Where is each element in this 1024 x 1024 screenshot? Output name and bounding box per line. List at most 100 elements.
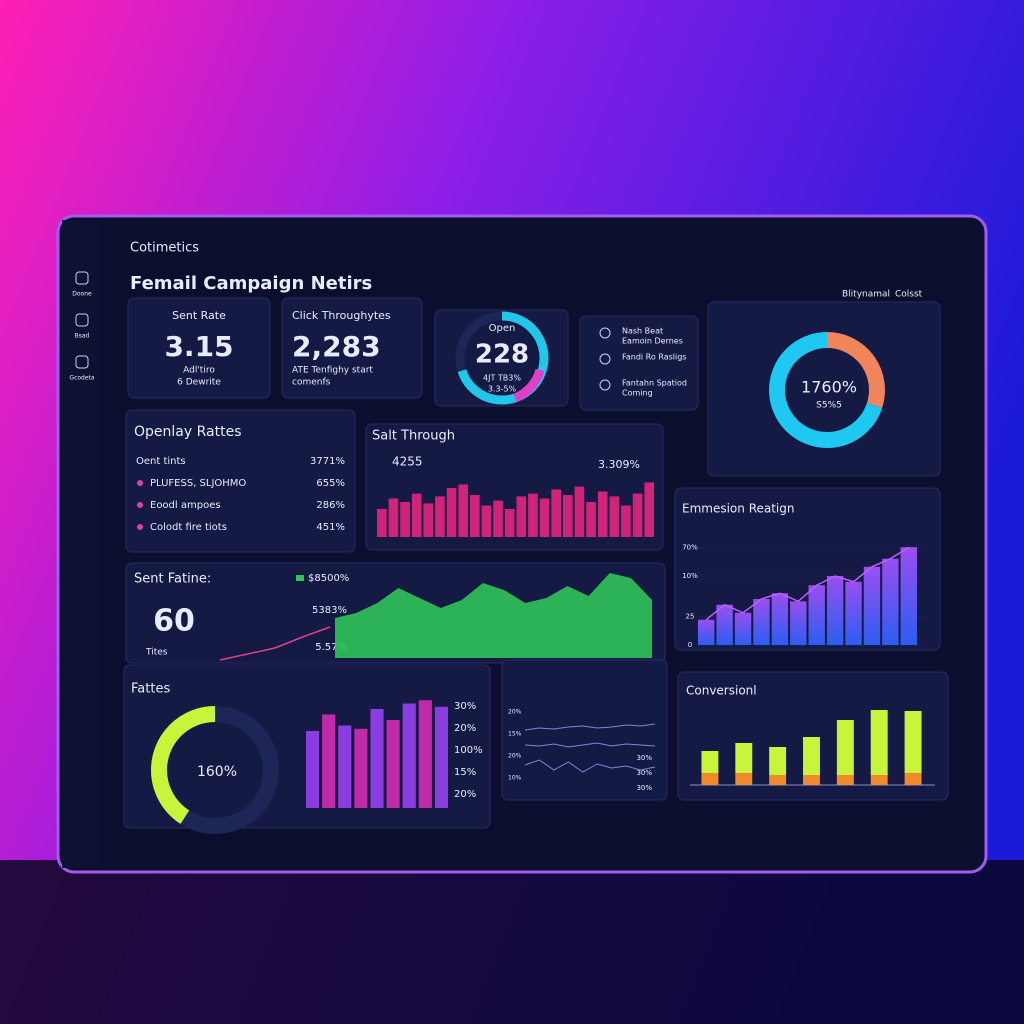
bar <box>632 493 643 537</box>
bar <box>418 700 432 808</box>
bar <box>574 486 585 537</box>
line <box>524 723 656 731</box>
check-icon <box>599 353 611 365</box>
sent-label: 5.57% <box>315 642 347 653</box>
section-title: Sent Fatine: <box>134 572 211 587</box>
row-label: Eoodl ampoes <box>150 500 221 511</box>
bar <box>400 502 410 537</box>
salt-left: 4255 <box>392 455 423 469</box>
card <box>707 301 941 477</box>
gauge-value: 228 <box>475 340 529 370</box>
axis-label: 30% <box>454 701 476 712</box>
axis-label: 30% <box>636 769 652 777</box>
bar-segment <box>701 773 719 785</box>
row-label: PLUFESS, SLJOHMO <box>150 478 246 489</box>
bar <box>790 601 807 645</box>
bar <box>900 547 917 645</box>
gauge-accent <box>513 368 545 403</box>
bar <box>370 709 384 808</box>
line <box>219 626 331 661</box>
bar <box>434 706 448 808</box>
check-text: Coming <box>622 389 653 398</box>
bar <box>551 489 561 537</box>
page-title: Femail Campaign Netirs <box>130 273 372 294</box>
sent-label: 5383% <box>312 605 347 616</box>
bar <box>338 725 352 808</box>
sidebar-label: Bsad <box>75 333 90 340</box>
bar-segment <box>904 711 922 773</box>
section-title: Openlay Rattes <box>134 424 241 440</box>
check-text: Nash Beat <box>622 327 663 336</box>
bar <box>435 496 445 537</box>
sidebar-label: Doone <box>72 291 92 298</box>
sidebar-label: Gcodeta <box>69 375 94 382</box>
kpi-value: 2,283 <box>292 330 381 363</box>
bar-segment <box>803 775 820 785</box>
bar <box>458 484 468 537</box>
gauge-label: Open <box>489 323 516 334</box>
brand: Cotimetics <box>130 241 199 256</box>
donut-value: 1760% <box>801 378 857 397</box>
card <box>281 297 423 399</box>
bar <box>808 585 825 645</box>
kpi-sub: Adl'tiro <box>183 366 215 376</box>
row-value: 3771% <box>310 456 345 467</box>
bar <box>863 566 881 645</box>
row-dot <box>137 480 143 486</box>
bar-segment <box>870 775 888 785</box>
bar <box>753 599 770 645</box>
gauge-sub: 4JT TB3% <box>483 374 521 383</box>
axis-label: 100% <box>454 745 483 756</box>
row-value: 451% <box>316 522 345 533</box>
top-link: Blitynamal <box>842 290 890 300</box>
row-value: 655% <box>316 478 345 489</box>
bar-segment <box>803 737 820 775</box>
bar-segment <box>735 773 753 785</box>
bar <box>411 493 422 537</box>
bar-segment <box>870 710 888 775</box>
shadow <box>0 860 1024 1024</box>
bar <box>446 488 457 537</box>
bar <box>481 505 492 537</box>
line <box>705 546 910 621</box>
axis-label: 20% <box>454 789 476 800</box>
axis-label: 20% <box>454 723 476 734</box>
bar <box>586 502 596 537</box>
check-icon <box>599 379 611 391</box>
bar-segment <box>904 773 922 785</box>
bar <box>322 714 336 808</box>
y-tick-label: 10% <box>682 572 698 580</box>
bar <box>493 500 503 537</box>
axis-label: 20% <box>508 753 522 760</box>
sidebar-icon <box>75 313 89 327</box>
top-link: Colsst <box>895 290 923 300</box>
check-text: Eamoin Dernes <box>622 337 683 346</box>
section-title: Salt Through <box>372 429 455 444</box>
bar <box>716 604 733 645</box>
sidebar-icon <box>75 355 89 369</box>
bar <box>539 498 550 537</box>
section-title: Emmesion Reatign <box>682 502 795 516</box>
bar <box>621 505 631 537</box>
bar-segment <box>836 775 854 785</box>
check-icon <box>599 327 611 339</box>
bar-segment <box>735 743 753 773</box>
check-text: Fandi Ro Rasligs <box>622 353 686 362</box>
bar <box>386 720 400 808</box>
row-label: Colodt fire tiots <box>150 522 227 533</box>
bar <box>563 495 573 537</box>
row-dot <box>137 502 143 508</box>
bar-segment <box>836 720 854 775</box>
bar <box>423 503 434 537</box>
bar-segment <box>701 751 719 773</box>
gauge-value: 160% <box>197 764 237 780</box>
bar <box>528 493 538 537</box>
donut-segment <box>769 332 885 448</box>
bar <box>845 581 862 645</box>
bar <box>402 703 416 808</box>
bar <box>470 495 480 537</box>
row-label: Oent tints <box>136 456 186 467</box>
bar <box>734 612 752 645</box>
card <box>501 659 668 801</box>
